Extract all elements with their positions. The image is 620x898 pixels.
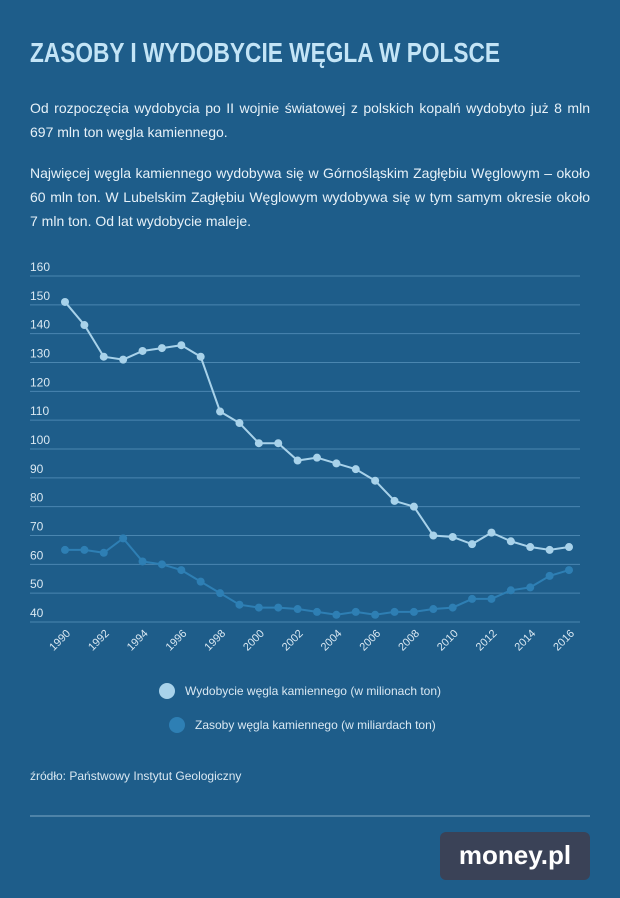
x-tick-label: 1990 xyxy=(47,628,73,654)
x-tick-label: 2014 xyxy=(513,628,539,654)
point xyxy=(429,605,438,614)
legend-label: Wydobycie węgla kamiennego (w milionach … xyxy=(185,684,441,698)
point xyxy=(254,603,263,612)
y-tick-label: 70 xyxy=(30,520,44,534)
point xyxy=(80,545,89,554)
point xyxy=(565,543,573,552)
source: źródło: Państwowy Instytut Geologiczny xyxy=(30,769,241,783)
point xyxy=(138,557,147,566)
x-tick-label: 2002 xyxy=(280,628,306,654)
point xyxy=(409,607,418,616)
point xyxy=(545,571,554,580)
point xyxy=(371,476,380,485)
point xyxy=(565,566,573,575)
point xyxy=(351,607,360,616)
point xyxy=(216,407,225,416)
point xyxy=(293,605,302,614)
plot: 40 50 60 70 80 90 100 110 120 130 140 150 160 1990 199… xyxy=(30,260,580,733)
y-tick-label: 130 xyxy=(30,347,50,361)
x-tick-label: 1998 xyxy=(202,628,228,654)
y-tick-label: 90 xyxy=(30,462,44,476)
line xyxy=(64,301,570,551)
point xyxy=(526,583,535,592)
x-tick-label: 2006 xyxy=(357,628,383,654)
paragraph: Od rozpoczęcia wydobycia po II wojnie św… xyxy=(30,100,590,140)
point xyxy=(235,600,244,609)
point xyxy=(138,346,147,355)
point xyxy=(468,540,477,549)
y-tick-label: 40 xyxy=(30,606,44,620)
point xyxy=(196,352,205,361)
point xyxy=(157,560,166,569)
x-tick-label: 2004 xyxy=(319,628,345,654)
x-tick-label: 2000 xyxy=(241,628,267,654)
point xyxy=(468,594,477,603)
logo: money.pl xyxy=(459,840,571,870)
point xyxy=(274,439,283,448)
point xyxy=(545,545,554,554)
point xyxy=(177,566,186,575)
point xyxy=(313,453,321,462)
point xyxy=(506,586,515,595)
point xyxy=(487,594,496,603)
point xyxy=(61,297,69,306)
y-tick-label: 160 xyxy=(30,260,50,274)
y-tick-label: 50 xyxy=(30,577,44,591)
y-tick-label: 150 xyxy=(30,289,50,303)
point xyxy=(177,341,186,350)
point xyxy=(448,603,457,612)
title: ZASOBY I WYDOBYCIE WĘGLA W POLSCE xyxy=(30,37,500,68)
point xyxy=(506,537,515,546)
y-tick-label: 140 xyxy=(30,318,50,332)
legend-marker xyxy=(169,717,185,733)
point xyxy=(99,352,108,361)
x-tick-label: 1996 xyxy=(164,628,190,654)
x-tick-label: 2010 xyxy=(435,628,461,654)
point xyxy=(61,545,69,554)
point xyxy=(390,496,399,505)
y-tick-label: 100 xyxy=(30,433,50,447)
legend-marker xyxy=(159,683,175,699)
point xyxy=(235,419,244,428)
point xyxy=(313,607,321,616)
point xyxy=(487,528,496,537)
point xyxy=(371,610,380,619)
point xyxy=(332,610,341,619)
point xyxy=(526,543,535,552)
point xyxy=(99,548,108,557)
line xyxy=(65,537,570,616)
point xyxy=(274,603,283,612)
x-tick-label: 2016 xyxy=(551,628,577,654)
point xyxy=(351,465,360,474)
logo-box xyxy=(440,832,590,880)
point xyxy=(157,344,166,353)
point xyxy=(216,589,225,598)
point xyxy=(80,321,89,330)
point xyxy=(293,456,302,465)
point xyxy=(390,607,399,616)
y-tick-label: 110 xyxy=(30,404,49,418)
x-tick-label: 2012 xyxy=(474,628,500,654)
paragraph: Najwięcej węgla kamiennego wydobywa się … xyxy=(30,165,590,229)
point xyxy=(448,532,457,541)
x-tick-label: 2008 xyxy=(396,628,422,654)
point xyxy=(119,534,128,543)
point xyxy=(196,577,205,586)
point xyxy=(332,459,341,468)
y-tick-label: 80 xyxy=(30,491,44,505)
x-tick-label: 1994 xyxy=(125,628,151,654)
y-tick-label: 60 xyxy=(30,548,44,562)
y-tick-label: 120 xyxy=(30,375,50,389)
point xyxy=(429,531,438,540)
point xyxy=(409,502,418,511)
x-tick-label: 1992 xyxy=(86,628,112,654)
point xyxy=(119,355,128,364)
legend-label: Zasoby węgla kamiennego (w miliardach to… xyxy=(195,718,436,732)
point xyxy=(254,439,263,448)
